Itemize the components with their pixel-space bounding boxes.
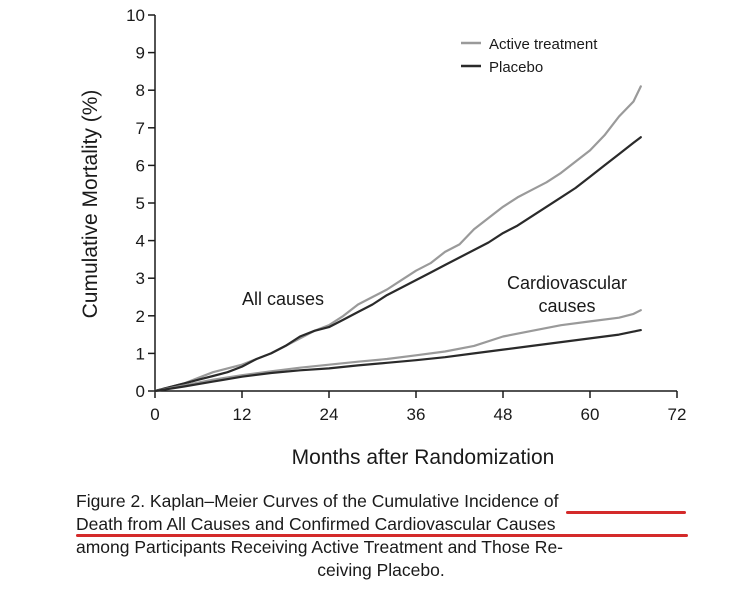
y-tick-label: 3 xyxy=(136,269,145,288)
y-axis-title: Cumulative Mortality (%) xyxy=(79,90,102,319)
caption-line-1: Figure 2. Kaplan–Meier Curves of the Cum… xyxy=(76,491,559,511)
caption-line-2: Death from All Causes and Confirmed Card… xyxy=(76,514,556,534)
legend-label-placebo: Placebo xyxy=(489,59,543,76)
caption-line-4: ceiving Placebo. xyxy=(317,560,445,580)
y-tick-label: 2 xyxy=(136,307,145,326)
series-line-all-causes-active-treatment xyxy=(153,85,642,393)
y-tick-label: 10 xyxy=(126,6,145,25)
y-tick-label: 1 xyxy=(136,344,145,363)
y-tick-label: 8 xyxy=(136,81,145,100)
x-axis-title: Months after Randomization xyxy=(292,446,555,469)
y-tick-label: 9 xyxy=(136,44,145,63)
series-line-cardiovascular-causes-placebo xyxy=(153,329,642,393)
legend-label-active: Active treatment xyxy=(489,36,598,53)
y-tick-label: 6 xyxy=(136,156,145,175)
annotation-cv-line1: Cardiovascular xyxy=(507,273,627,293)
x-tick-label: 12 xyxy=(233,405,252,424)
y-tick-label: 5 xyxy=(136,194,145,213)
x-axis-ticks: 0 12 24 36 48 60 72 xyxy=(150,391,686,424)
series-line-cardiovascular-causes-active-treatment xyxy=(153,309,642,393)
x-tick-label: 60 xyxy=(581,405,600,424)
y-tick-label: 7 xyxy=(136,119,145,138)
caption-line-3: among Participants Receiving Active Trea… xyxy=(76,537,564,557)
series-group xyxy=(153,85,642,393)
x-tick-label: 72 xyxy=(668,405,687,424)
y-tick-label: 4 xyxy=(136,232,145,251)
x-tick-label: 0 xyxy=(150,405,159,424)
series-line-all-causes-placebo xyxy=(153,136,642,393)
highlight-underline-1 xyxy=(566,511,686,514)
x-tick-label: 24 xyxy=(320,405,339,424)
figure-caption: Figure 2. Kaplan–Meier Curves of the Cum… xyxy=(76,490,686,582)
highlight-underline-2 xyxy=(76,534,688,537)
x-tick-label: 36 xyxy=(407,405,426,424)
y-tick-label: 0 xyxy=(136,382,145,401)
legend: Active treatment Placebo xyxy=(461,36,598,76)
y-axis-ticks: 0 1 2 3 4 5 6 7 8 9 10 xyxy=(126,6,155,401)
annotation-all-causes: All causes xyxy=(242,289,324,309)
x-tick-label: 48 xyxy=(494,405,513,424)
annotation-cv-line2: causes xyxy=(538,296,595,316)
